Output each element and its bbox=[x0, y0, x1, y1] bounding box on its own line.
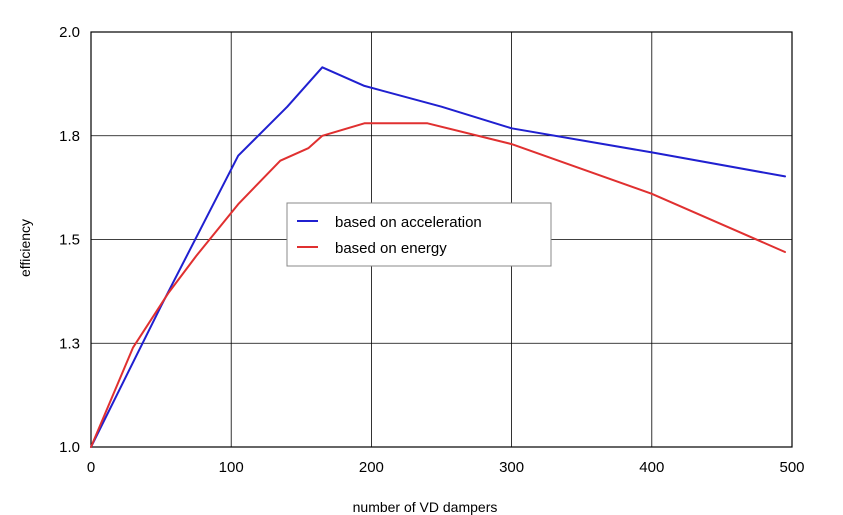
legend-box bbox=[286, 202, 552, 267]
y-tick-label: 1.3 bbox=[59, 335, 80, 352]
x-tick-label: 100 bbox=[219, 459, 244, 476]
y-tick-label: 1.5 bbox=[59, 232, 80, 249]
y-tick-label: 2.0 bbox=[59, 24, 80, 41]
x-axis-title: number of VD dampers bbox=[353, 499, 498, 515]
plot-frame bbox=[90, 31, 793, 448]
legend-label-energy: based on energy bbox=[335, 240, 447, 257]
y-tick-label: 1.8 bbox=[59, 128, 80, 145]
x-tick-label: 0 bbox=[87, 459, 95, 476]
series-line-acceleration bbox=[90, 66, 786, 448]
y-axis-title: efficiency bbox=[17, 219, 33, 277]
x-tick-label: 300 bbox=[499, 459, 524, 476]
x-tick-label: 200 bbox=[359, 459, 384, 476]
x-tick-label: 500 bbox=[779, 459, 804, 476]
legend: based on acceleration based on energy bbox=[286, 202, 552, 267]
y-axis-ticks: 1.0 1.3 1.5 1.8 2.0 bbox=[59, 24, 80, 456]
legend-label-acceleration: based on acceleration bbox=[335, 214, 482, 231]
series-line-energy bbox=[90, 122, 786, 448]
series-layer bbox=[90, 66, 786, 448]
x-tick-label: 400 bbox=[639, 459, 664, 476]
y-tick-label: 1.0 bbox=[59, 439, 80, 456]
x-axis-ticks: 0 100 200 300 400 500 bbox=[87, 459, 805, 476]
